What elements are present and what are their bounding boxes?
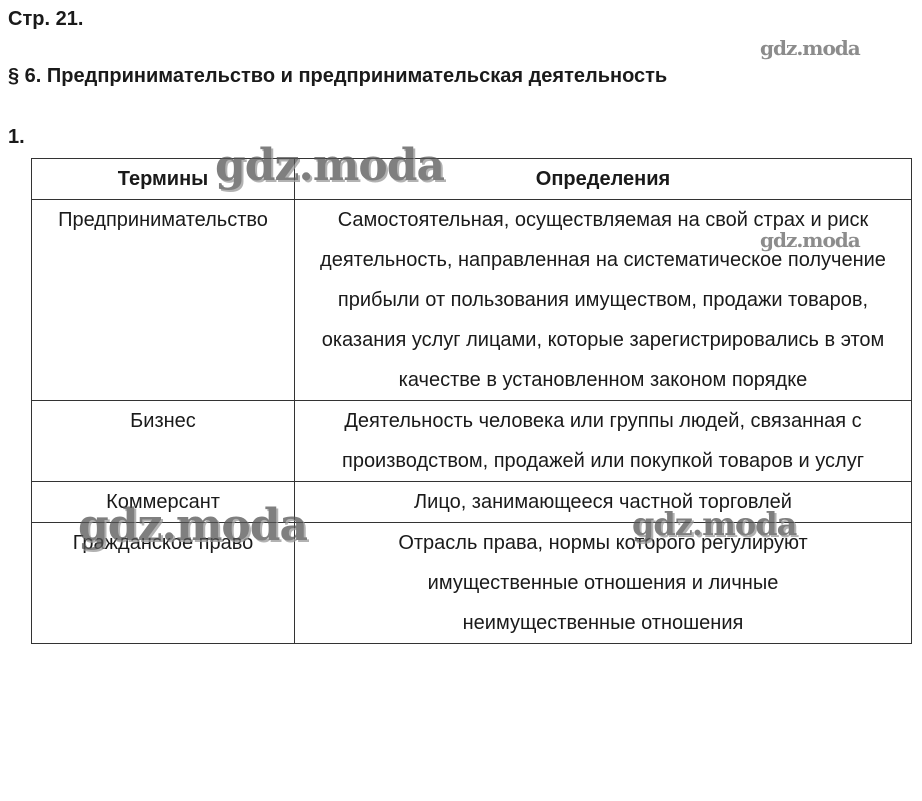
table-row: Гражданское право Отрасль права, нормы к… — [31, 522, 912, 644]
task-number: 1. — [8, 126, 25, 148]
table-row: Коммерсант Лицо, занимающееся частной то… — [31, 481, 912, 523]
section-title: § 6. Предпринимательство и предпринимате… — [8, 65, 668, 87]
definition-cell: Самостоятельная, осуществляемая на свой … — [294, 199, 912, 401]
definition-cell: Отрасль права, нормы которого регулируют… — [294, 522, 912, 644]
watermark-logo: gdz.moda — [632, 505, 797, 543]
header-definitions: Определения — [294, 158, 912, 200]
watermark-logo: gdz.moda — [215, 140, 445, 191]
page-number: Стр. 21. — [8, 8, 84, 30]
table-header-row: Термины Определения — [31, 158, 912, 200]
watermark-logo: gdz.moda — [78, 500, 308, 551]
table-row: Предпринимательство Самостоятельная, осу… — [31, 199, 912, 401]
definition-cell: Деятельность человека или группы людей, … — [294, 400, 912, 482]
term-cell: Коммерсант — [31, 481, 295, 523]
table-row: Бизнес Деятельность человека или группы … — [31, 400, 912, 482]
header-terms: Термины — [31, 158, 295, 200]
watermark-logo: gdz.moda — [760, 228, 861, 252]
definition-cell: Лицо, занимающееся частной торговлей — [294, 481, 912, 523]
terms-table: Термины Определения Предпринимательство … — [31, 158, 912, 644]
term-cell: Предпринимательство — [31, 199, 295, 401]
term-cell: Бизнес — [31, 400, 295, 482]
term-cell: Гражданское право — [31, 522, 295, 644]
watermark-logo: gdz.moda — [760, 36, 861, 60]
